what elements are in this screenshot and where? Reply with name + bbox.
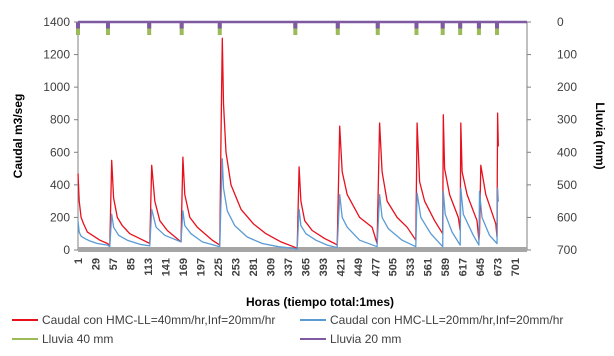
- x-tick-label: 701: [510, 258, 522, 276]
- series-2-line: [77, 158, 499, 250]
- series-4-bar: [293, 22, 298, 29]
- plot-area: [77, 22, 528, 250]
- y2-tick-label: 0: [557, 15, 564, 29]
- x-tick-label: 337: [283, 258, 295, 276]
- series-4-bar: [335, 22, 340, 29]
- x-tick-label: 645: [475, 258, 487, 276]
- x-tick-label: 225: [213, 258, 225, 276]
- series-4-bar: [414, 22, 419, 29]
- x-tick-label: 197: [195, 258, 207, 276]
- y2-tick-label: 200: [557, 80, 577, 94]
- x-axis-band: [78, 247, 527, 252]
- y-tick-label: 1000: [43, 80, 70, 94]
- x-tick-label: 57: [108, 258, 120, 270]
- series-4: [76, 20, 527, 29]
- x-tick-label: 141: [160, 258, 172, 276]
- y2-axis-ticks: 0 100 200 300 400 500 600 700: [527, 15, 577, 257]
- y2-tick-label: 400: [557, 145, 577, 159]
- x-tick-label: 617: [458, 258, 470, 276]
- legend-label: Lluvia 20 mm: [330, 332, 401, 346]
- y2-axis-title: Lluvia (mm): [593, 102, 607, 169]
- series-layer: [76, 20, 527, 250]
- series-4-bar: [440, 22, 445, 29]
- y-axis-title: Caudal m3/seg: [11, 94, 25, 179]
- series-4-bar: [76, 22, 80, 29]
- x-tick-label: 449: [353, 258, 365, 276]
- x-tick-label: 169: [178, 258, 190, 276]
- series-2: [77, 158, 499, 250]
- x-axis-ticks: 1 29 57 85 113 141 169 197 225 253 281 309 337 365 393…: [73, 258, 522, 276]
- x-tick-label: 113: [143, 258, 155, 276]
- y-tick-label: 400: [50, 178, 70, 192]
- x-tick-label: 253: [230, 258, 242, 276]
- legend: Caudal con HMC-LL=40mm/hr,Inf=20mm/hr Cau…: [12, 313, 563, 346]
- legend-label: Caudal con HMC-LL=20mm/hr,Inf=20mm/hr: [330, 313, 563, 327]
- series-4-bar: [495, 22, 500, 29]
- y2-tick-label: 100: [557, 48, 577, 62]
- series-4-bar: [147, 22, 152, 29]
- y2-tick-label: 300: [557, 113, 577, 127]
- x-tick-label: 393: [318, 258, 330, 276]
- series-4-bar: [476, 22, 481, 29]
- series-4-bar: [458, 22, 463, 29]
- x-tick-label: 505: [388, 258, 400, 276]
- x-tick-label: 1: [73, 258, 85, 264]
- y-tick-label: 1200: [43, 48, 70, 62]
- legend-label: Caudal con HMC-LL=40mm/hr,Inf=20mm/hr: [42, 313, 275, 327]
- y2-tick-label: 500: [557, 178, 577, 192]
- x-axis-title: Horas (tiempo total:1mes): [246, 295, 394, 309]
- x-tick-label: 589: [440, 258, 452, 276]
- x-axis-baseline: [78, 247, 527, 252]
- series-4-bar: [105, 22, 110, 29]
- x-tick-label: 365: [300, 258, 312, 276]
- x-tick-label: 673: [493, 258, 505, 276]
- y-tick-label: 1400: [43, 15, 70, 29]
- series-1: [77, 37, 499, 250]
- x-tick-label: 309: [265, 258, 277, 276]
- x-tick-label: 533: [405, 258, 417, 276]
- legend-label: Lluvia 40 mm: [42, 332, 113, 346]
- series-4-bar: [179, 22, 184, 29]
- x-tick-label: 281: [248, 258, 260, 276]
- y-tick-label: 200: [50, 210, 70, 224]
- x-tick-label: 421: [335, 258, 347, 276]
- y-axis-ticks: 0 200 400 600 800 1000 1200 1400: [43, 15, 78, 257]
- y-tick-label: 0: [63, 243, 70, 257]
- x-tick-label: 85: [125, 258, 137, 270]
- series-1-line: [77, 37, 499, 250]
- y-tick-label: 800: [50, 113, 70, 127]
- series-4-bar: [217, 22, 222, 29]
- y2-tick-label: 700: [557, 243, 577, 257]
- x-tick-label: 561: [423, 258, 435, 276]
- y2-tick-label: 600: [557, 210, 577, 224]
- x-tick-label: 477: [370, 258, 382, 276]
- y-tick-label: 600: [50, 145, 70, 159]
- x-tick-label: 29: [90, 258, 102, 270]
- series-4-bar: [375, 22, 380, 29]
